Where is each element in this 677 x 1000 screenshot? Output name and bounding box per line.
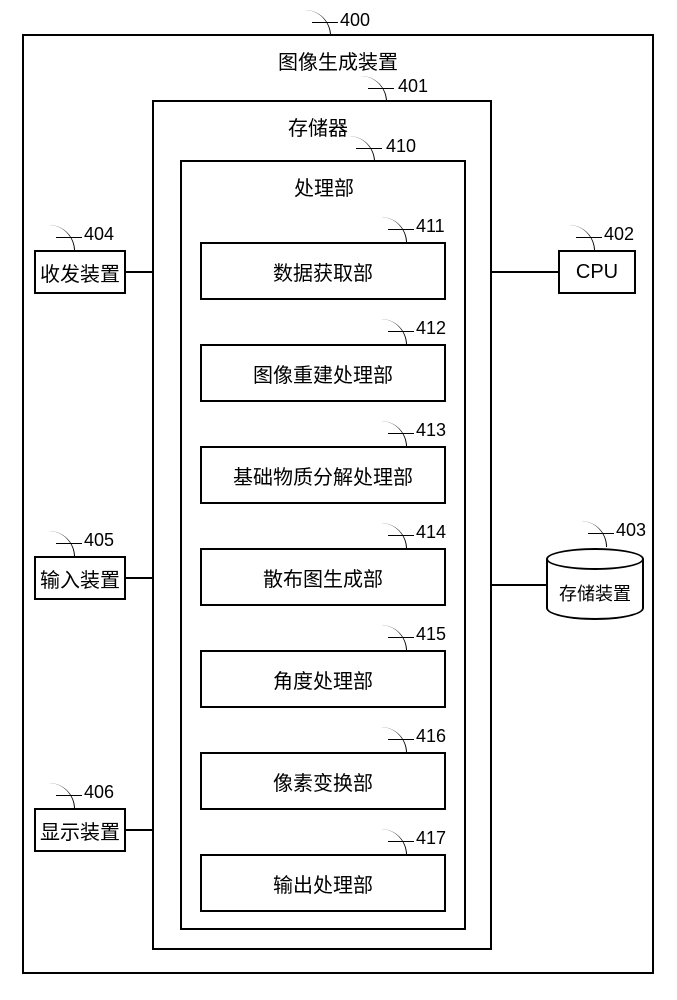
ref-410: 410 [386, 136, 416, 157]
block-412-label: 图像重建处理部 [253, 359, 393, 388]
ref-414: 414 [416, 522, 446, 543]
block-412: 图像重建处理部 [200, 344, 446, 402]
leader-405 [56, 543, 82, 544]
leader-406 [56, 795, 82, 796]
conn-402 [492, 271, 558, 273]
title-401: 存储器 [288, 112, 348, 141]
ref-402: 402 [604, 224, 634, 245]
periph-402: CPU [558, 250, 636, 294]
block-416-label: 像素变换部 [273, 767, 373, 796]
block-411-label: 数据获取部 [273, 257, 373, 286]
block-411: 数据获取部 [200, 242, 446, 300]
ref-400: 400 [340, 10, 370, 31]
leader-412 [388, 331, 414, 332]
leader-400 [312, 22, 338, 23]
leader-401 [368, 88, 394, 89]
ref-401: 401 [398, 76, 428, 97]
cylinder-top [546, 548, 644, 570]
block-415-label: 角度处理部 [273, 665, 373, 694]
periph-405-label: 输入装置 [40, 564, 120, 593]
leader-415 [388, 637, 414, 638]
periph-402-label: CPU [576, 261, 618, 284]
block-413: 基础物质分解处理部 [200, 446, 446, 504]
diagram-canvas: 400 图像生成装置 401 存储器 410 处理部 数据获取部 411 图像重… [0, 0, 677, 1000]
leader-416 [388, 739, 414, 740]
leader-402 [576, 237, 602, 238]
periph-406: 显示装置 [34, 808, 126, 852]
periph-404: 收发装置 [34, 250, 126, 294]
block-417-label: 输出处理部 [273, 869, 373, 898]
block-415: 角度处理部 [200, 650, 446, 708]
leader-403 [588, 533, 614, 534]
conn-406 [126, 829, 152, 831]
block-413-label: 基础物质分解处理部 [233, 461, 413, 490]
periph-405: 输入装置 [34, 556, 126, 600]
ref-416: 416 [416, 726, 446, 747]
periph-403: 存储装置 [546, 548, 644, 620]
leader-404 [56, 237, 82, 238]
leader-414 [388, 535, 414, 536]
ref-415: 415 [416, 624, 446, 645]
ref-413: 413 [416, 420, 446, 441]
conn-405 [126, 577, 152, 579]
title-410: 处理部 [294, 172, 354, 201]
conn-403 [492, 584, 546, 586]
block-414: 散布图生成部 [200, 548, 446, 606]
conn-404 [126, 271, 152, 273]
leader-411 [388, 229, 414, 230]
ref-411: 411 [416, 216, 445, 237]
block-417: 输出处理部 [200, 854, 446, 912]
ref-405: 405 [84, 530, 114, 551]
periph-403-label: 存储装置 [559, 580, 631, 606]
ref-404: 404 [84, 224, 114, 245]
leader-413 [388, 433, 414, 434]
title-400: 图像生成装置 [278, 46, 398, 75]
leader-417 [388, 841, 414, 842]
ref-406: 406 [84, 782, 114, 803]
ref-417: 417 [416, 828, 446, 849]
ref-403: 403 [616, 520, 646, 541]
block-416: 像素变换部 [200, 752, 446, 810]
ref-412: 412 [416, 318, 446, 339]
leader-410 [356, 148, 382, 149]
block-414-label: 散布图生成部 [263, 563, 383, 592]
periph-404-label: 收发装置 [40, 258, 120, 287]
periph-406-label: 显示装置 [40, 816, 120, 845]
